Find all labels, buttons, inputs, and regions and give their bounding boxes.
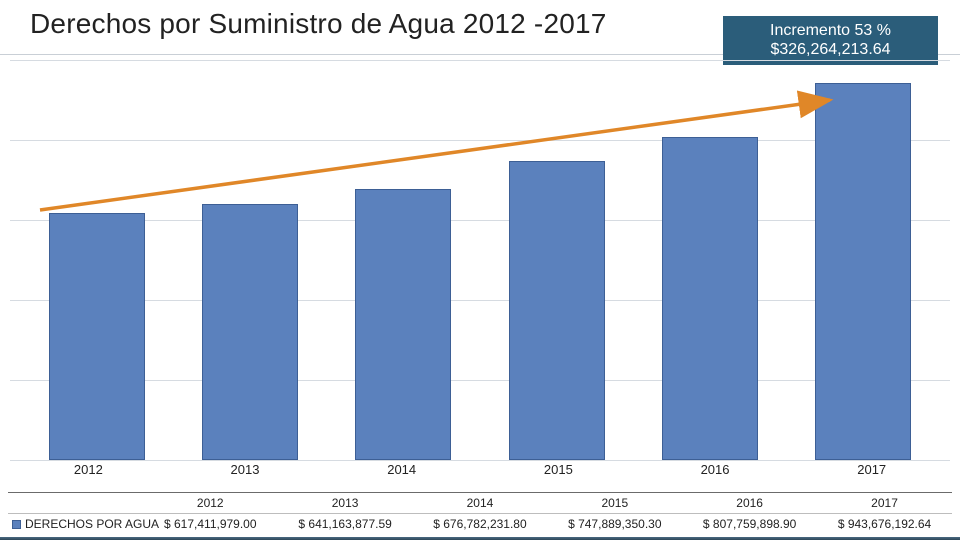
- x-tick-label: 2017: [793, 462, 950, 477]
- bar-chart: [10, 60, 950, 460]
- x-tick-label: 2013: [167, 462, 324, 477]
- x-axis-labels: 201220132014201520162017: [10, 462, 950, 477]
- bar-slot: [327, 189, 480, 460]
- table-header-cell: 2015: [547, 493, 682, 514]
- x-tick-label: 2012: [10, 462, 167, 477]
- table-value-cell: $ 747,889,350.30: [547, 514, 682, 535]
- chart-bars: [10, 60, 950, 460]
- table-value-cell: $ 641,163,877.59: [278, 514, 413, 535]
- table-value-cell: $ 617,411,979.00: [143, 514, 278, 535]
- bar: [815, 83, 911, 460]
- table-row: DERECHOS POR AGUA $ 617,411,979.00 $ 641…: [8, 514, 952, 535]
- bar: [49, 213, 145, 460]
- bar-slot: [787, 83, 940, 460]
- table-header-cell: 2013: [278, 493, 413, 514]
- bar: [662, 137, 758, 460]
- series-label: DERECHOS POR AGUA: [25, 517, 159, 531]
- table-header-cell: 2016: [682, 493, 817, 514]
- bar: [509, 161, 605, 460]
- bar: [355, 189, 451, 460]
- table-corner: [8, 493, 143, 514]
- table-header-cell: 2017: [817, 493, 952, 514]
- legend-swatch-icon: [12, 520, 21, 529]
- bar-slot: [480, 161, 633, 460]
- bar-slot: [20, 213, 173, 460]
- page-title: Derechos por Suministro de Agua 2012 -20…: [30, 8, 607, 40]
- table-row: 2012 2013 2014 2015 2016 2017: [8, 493, 952, 514]
- bar: [202, 204, 298, 460]
- data-table: 2012 2013 2014 2015 2016 2017 DERECHOS P…: [8, 492, 952, 534]
- series-label-cell: DERECHOS POR AGUA: [8, 514, 143, 535]
- gridline: [10, 460, 950, 461]
- bar-slot: [633, 137, 786, 460]
- table-header-cell: 2014: [413, 493, 548, 514]
- badge-line1: Incremento 53 %: [770, 22, 891, 40]
- table-header-cell: 2012: [143, 493, 278, 514]
- increment-badge: Incremento 53 % $326,264,213.64: [723, 16, 938, 65]
- bar-slot: [173, 204, 326, 460]
- x-tick-label: 2016: [637, 462, 794, 477]
- table-value-cell: $ 676,782,231.80: [413, 514, 548, 535]
- badge-line2: $326,264,213.64: [770, 41, 890, 59]
- x-tick-label: 2015: [480, 462, 637, 477]
- table-value-cell: $ 943,676,192.64: [817, 514, 952, 535]
- x-tick-label: 2014: [323, 462, 480, 477]
- table-value-cell: $ 807,759,898.90: [682, 514, 817, 535]
